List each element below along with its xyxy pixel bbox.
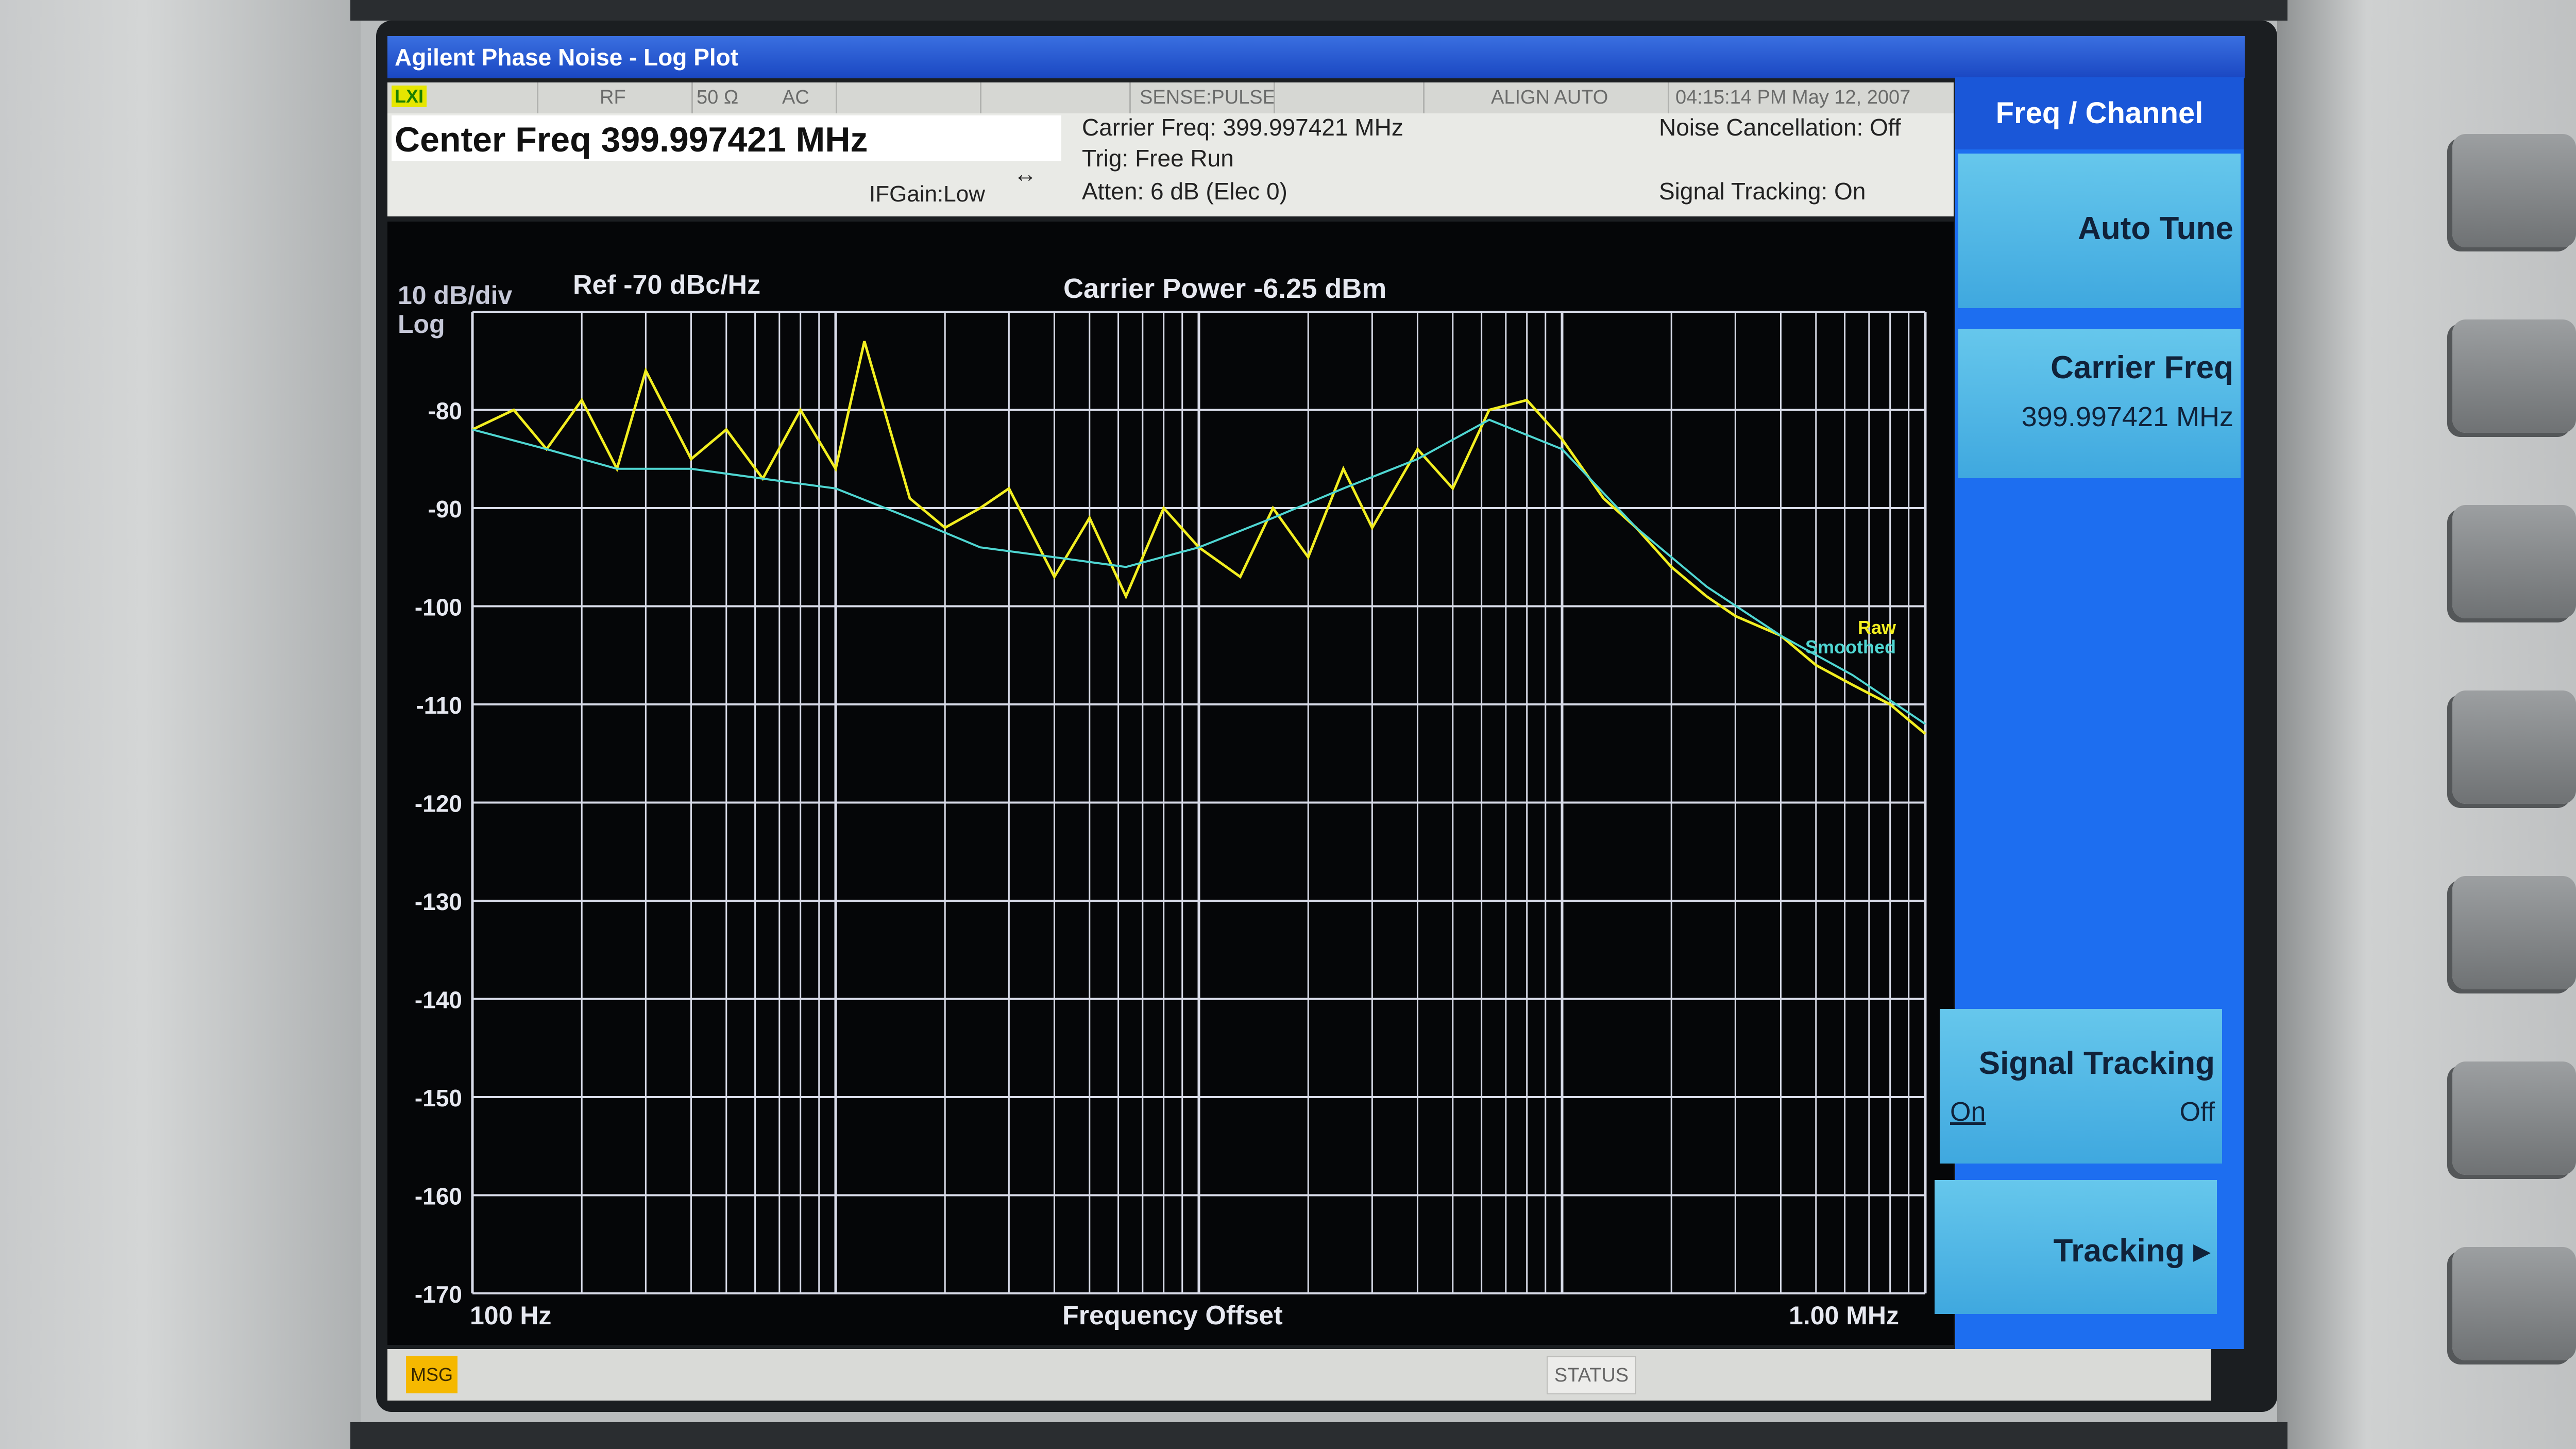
scale-type-label: Log <box>398 310 445 339</box>
smoothed-trace <box>472 418 1926 725</box>
y-tick-labels: -80 -90 -100 -110 -120 -130 -140 -150 -160 -170 <box>415 398 462 1308</box>
measurement-header: Center Freq 399.997421 MHz ↔ IFGain:Low … <box>387 113 1954 216</box>
msg-indicator[interactable]: MSG <box>406 1356 457 1393</box>
tracking-softkey-label: Tracking ▸ <box>2053 1233 2210 1269</box>
plot-grid <box>471 311 1927 1294</box>
softkey-panel: Freq / Channel Auto Tune Carrier Freq 39… <box>1935 77 2244 1349</box>
legend-smoothed: Smoothed <box>1805 636 1896 658</box>
signal-tracking-off[interactable]: Off <box>2179 1097 2215 1127</box>
auto-tune-label: Auto Tune <box>2078 211 2233 246</box>
hardware-softkey-4[interactable] <box>2452 690 2576 804</box>
datetime-label: 04:15:14 PM May 12, 2007 <box>1675 87 1911 108</box>
status-indicator[interactable]: STATUS <box>1547 1356 1636 1394</box>
lxi-badge: LXI <box>392 86 427 107</box>
hardware-softkey-2[interactable] <box>2452 319 2576 433</box>
hardware-softkey-1[interactable] <box>2452 134 2576 247</box>
signal-tracking-softkey[interactable]: Signal Tracking On Off <box>1940 1009 2222 1164</box>
instrument-bezel-top <box>350 0 2287 21</box>
carrier-power-label: Carrier Power -6.25 dBm <box>1063 273 1386 304</box>
window-title: Agilent Phase Noise - Log Plot <box>395 44 739 71</box>
message-bar: MSG STATUS <box>387 1349 2211 1401</box>
y-tick-label: -80 <box>428 398 462 425</box>
trig-label: Trig: Free Run <box>1082 145 1234 172</box>
y-tick-label: -130 <box>415 888 462 915</box>
signal-tracking-on[interactable]: On <box>1950 1097 1986 1127</box>
center-freq-value: Center Freq 399.997421 MHz <box>395 120 868 159</box>
carrier-freq-softkey-label: Carrier Freq <box>2050 350 2233 385</box>
signal-tracking-label: Signal Tracking: On <box>1659 178 1866 205</box>
window-titlebar: Agilent Phase Noise - Log Plot <box>387 36 2245 78</box>
tracking-softkey[interactable]: Tracking ▸ <box>1935 1180 2217 1314</box>
instrument-bezel-bottom <box>350 1422 2287 1449</box>
phase-noise-plot: -80 -90 -100 -110 -120 -130 -140 -150 -160 -170 1… <box>387 222 1954 1345</box>
atten-label: Atten: 6 dB (Elec 0) <box>1082 178 1287 205</box>
y-tick-label: -170 <box>415 1281 462 1308</box>
hardware-softkey-6[interactable] <box>2452 1062 2576 1175</box>
auto-tune-softkey[interactable]: Auto Tune <box>1958 154 2241 308</box>
y-tick-label: -110 <box>416 692 462 719</box>
x-axis-label: Frequency Offset <box>1062 1301 1283 1330</box>
y-tick-label: -100 <box>415 594 462 621</box>
signal-tracking-softkey-label: Signal Tracking <box>1978 1046 2215 1081</box>
sense-label: SENSE:PULSE <box>1140 87 1276 108</box>
scale-label: 10 dB/div <box>398 281 512 310</box>
center-freq-box[interactable]: Center Freq 399.997421 MHz <box>392 115 1061 161</box>
x-start-label: 100 Hz <box>470 1301 551 1330</box>
y-tick-label: -150 <box>415 1085 462 1111</box>
plot-svg: -80 -90 -100 -110 -120 -130 -140 -150 -160 -170 1… <box>398 270 1927 1330</box>
legend-raw: Raw <box>1858 617 1896 638</box>
y-tick-label: -120 <box>415 790 462 817</box>
impedance-label: 50 Ω <box>697 87 739 108</box>
double-arrow-icon: ↔ <box>1013 160 1037 187</box>
align-label: ALIGN AUTO <box>1491 87 1608 108</box>
status-bar: LXI RF 50 Ω AC SENSE:PULSE ALIGN AUTO 04… <box>387 82 1954 113</box>
hardware-softkey-3[interactable] <box>2452 505 2576 618</box>
coupling-label: AC <box>782 87 809 108</box>
instrument-bezel-left <box>0 0 361 1449</box>
y-tick-label: -140 <box>415 987 462 1014</box>
noise-cancellation-label: Noise Cancellation: Off <box>1659 114 1901 141</box>
y-tick-label: -90 <box>428 496 462 523</box>
x-stop-label: 1.00 MHz <box>1789 1301 1899 1330</box>
carrier-freq-label: Carrier Freq: 399.997421 MHz <box>1082 114 1403 141</box>
hardware-softkey-7[interactable] <box>2452 1247 2576 1360</box>
carrier-freq-softkey-value: 399.997421 MHz <box>2021 401 2233 432</box>
rf-input-label: RF <box>600 87 626 108</box>
carrier-freq-softkey[interactable]: Carrier Freq 399.997421 MHz <box>1958 329 2241 478</box>
if-gain-label: IFGain:Low <box>869 181 985 207</box>
ref-label: Ref -70 dBc/Hz <box>573 270 760 300</box>
y-tick-label: -160 <box>415 1183 462 1210</box>
menu-title: Freq / Channel <box>1955 77 2244 149</box>
hardware-softkey-5[interactable] <box>2452 876 2576 989</box>
